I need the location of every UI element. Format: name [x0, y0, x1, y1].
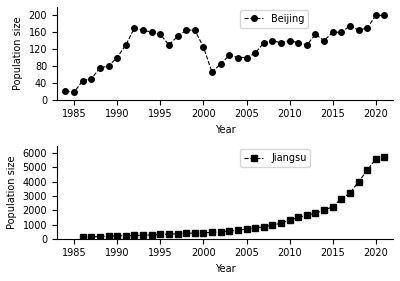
Beijing	[270, 39, 275, 42]
Beijing	[158, 33, 163, 36]
Beijing	[330, 31, 335, 34]
Line: Beijing: Beijing	[63, 13, 387, 95]
Beijing	[106, 64, 111, 68]
Legend: Beijing: Beijing	[240, 10, 308, 28]
Beijing	[166, 43, 171, 47]
Beijing	[192, 28, 197, 32]
Jiangsu	[382, 156, 387, 159]
Jiangsu	[132, 234, 137, 237]
Jiangsu	[322, 209, 326, 212]
Jiangsu	[80, 236, 85, 239]
Beijing	[201, 45, 206, 49]
Beijing	[141, 28, 146, 32]
Jiangsu	[106, 235, 111, 238]
Jiangsu	[149, 233, 154, 237]
Beijing	[339, 31, 344, 34]
Jiangsu	[287, 219, 292, 222]
Jiangsu	[339, 197, 344, 201]
Jiangsu	[175, 232, 180, 235]
Beijing	[132, 26, 137, 30]
Jiangsu	[192, 231, 197, 235]
Legend: Jiangsu: Jiangsu	[240, 149, 310, 167]
Jiangsu	[158, 233, 163, 236]
Jiangsu	[244, 227, 249, 231]
Beijing	[236, 56, 240, 59]
Jiangsu	[356, 180, 361, 183]
Y-axis label: Population size: Population size	[13, 17, 23, 90]
Beijing	[210, 71, 214, 74]
Beijing	[184, 28, 188, 32]
Jiangsu	[374, 157, 378, 160]
Jiangsu	[261, 225, 266, 228]
Beijing	[348, 24, 352, 28]
Jiangsu	[313, 211, 318, 215]
Beijing	[98, 66, 102, 70]
Beijing	[287, 39, 292, 42]
Jiangsu	[270, 224, 275, 227]
Beijing	[72, 90, 76, 94]
Beijing	[322, 39, 326, 42]
Jiangsu	[348, 191, 352, 195]
Beijing	[278, 41, 283, 44]
Jiangsu	[296, 216, 301, 219]
Jiangsu	[201, 231, 206, 234]
Beijing	[218, 62, 223, 65]
Jiangsu	[278, 221, 283, 225]
Jiangsu	[115, 234, 120, 238]
Beijing	[374, 14, 378, 17]
Jiangsu	[304, 214, 309, 217]
Y-axis label: Population size: Population size	[7, 156, 17, 229]
Beijing	[124, 43, 128, 47]
Beijing	[261, 41, 266, 44]
Beijing	[365, 26, 370, 30]
Jiangsu	[98, 235, 102, 238]
Jiangsu	[166, 232, 171, 236]
Beijing	[244, 56, 249, 59]
Jiangsu	[253, 226, 258, 230]
Beijing	[356, 28, 361, 32]
Jiangsu	[184, 232, 188, 235]
Jiangsu	[89, 235, 94, 239]
Jiangsu	[365, 169, 370, 172]
X-axis label: Year: Year	[215, 125, 235, 135]
Beijing	[304, 43, 309, 47]
Jiangsu	[218, 230, 223, 234]
Jiangsu	[210, 231, 214, 234]
Beijing	[63, 90, 68, 93]
Beijing	[115, 56, 120, 59]
Beijing	[382, 14, 387, 17]
X-axis label: Year: Year	[215, 264, 235, 274]
Beijing	[253, 52, 258, 55]
Jiangsu	[330, 205, 335, 209]
Beijing	[175, 35, 180, 38]
Beijing	[149, 31, 154, 34]
Jiangsu	[124, 234, 128, 237]
Jiangsu	[227, 229, 232, 233]
Beijing	[296, 41, 301, 44]
Jiangsu	[236, 228, 240, 232]
Beijing	[313, 33, 318, 36]
Beijing	[80, 79, 85, 82]
Line: Jiangsu: Jiangsu	[80, 155, 387, 240]
Beijing	[89, 77, 94, 80]
Beijing	[227, 54, 232, 57]
Jiangsu	[141, 234, 146, 237]
